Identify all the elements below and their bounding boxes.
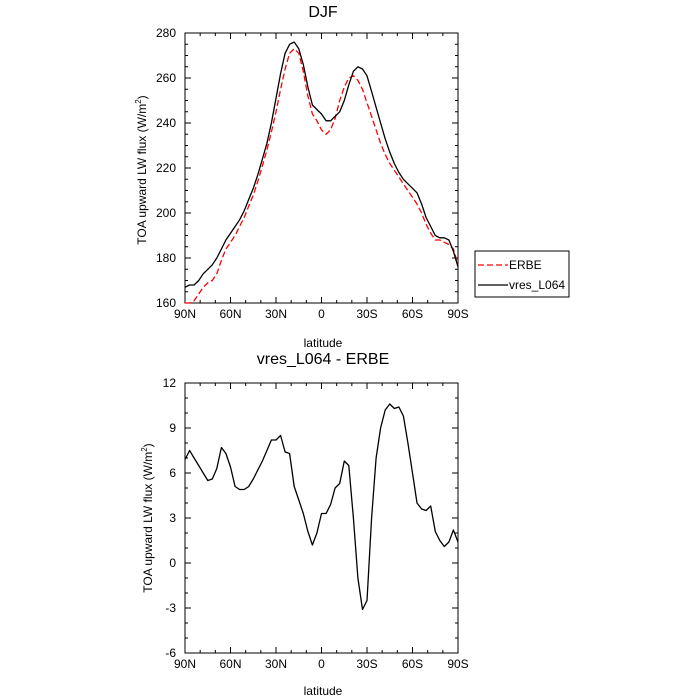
y-tick-label: 280: [156, 26, 176, 40]
chart-title: vres_L064 - ERBE: [257, 351, 390, 368]
y-tick-label: 3: [169, 511, 176, 525]
x-tick-label: 90S: [447, 307, 468, 321]
x-tick-label: 90N: [174, 307, 196, 321]
x-tick-label: 90S: [447, 657, 468, 671]
y-tick-label: 240: [156, 116, 176, 130]
y-axis-label-sup: 2: [140, 447, 149, 452]
y-tick-label: 260: [156, 71, 176, 85]
x-tick-label: 0: [318, 307, 325, 321]
y-tick-label: 12: [163, 376, 177, 390]
y-axis-label-main: TOA upward LW flux (W/m: [135, 104, 149, 245]
y-tick-label: 160: [156, 296, 176, 310]
x-axis-label: latitude: [304, 336, 343, 350]
x-tick-label: 60N: [219, 307, 241, 321]
legend-label-vres: vres_L064: [509, 278, 565, 292]
y-tick-label: 6: [169, 466, 176, 480]
y-axis-label-tail: ): [141, 443, 155, 447]
y-axis-label: TOA upward LW flux (W/m2): [140, 443, 155, 592]
x-tick-label: 90N: [174, 657, 196, 671]
legend-label-erbe: ERBE: [509, 258, 542, 272]
y-tick-label: -3: [165, 601, 176, 615]
y-tick-label: 220: [156, 161, 176, 175]
series-lines: [184, 403, 459, 611]
x-tick-label: 30S: [356, 307, 377, 321]
y-axis-label-sup: 2: [134, 99, 143, 104]
series-line-erbe: [185, 48, 459, 304]
series-lines: [184, 41, 459, 304]
x-tick-label: 60S: [402, 307, 423, 321]
x-tick-label: 60S: [402, 657, 423, 671]
series-line-difference: [184, 403, 459, 611]
x-tick-label: 30S: [356, 657, 377, 671]
y-tick-label: 0: [169, 556, 176, 570]
chart-title: DJF: [308, 4, 338, 21]
x-axis-label: latitude: [304, 684, 343, 698]
y-axis-label-main: TOA upward LW flux (W/m: [141, 452, 155, 593]
y-tick-label: -6: [165, 646, 176, 660]
y-tick-label: 9: [169, 421, 176, 435]
series-line-vres_l064: [184, 41, 459, 288]
x-tick-label: 0: [318, 657, 325, 671]
y-tick-label: 200: [156, 206, 176, 220]
axis-ticks: 90N 60N 30N 0 30S 60S 90S 160 180 200 220 240 260 280: [156, 26, 469, 321]
y-axis-label-tail: ): [135, 95, 149, 99]
x-tick-label: 60N: [219, 657, 241, 671]
y-axis-label: TOA upward LW flux (W/m2): [134, 95, 149, 244]
legend-box: [474, 250, 570, 298]
top-panel-djf: DJF 90N 60N 30N 0 30S 60S 90S 160 180 200 220 240 26…: [134, 4, 570, 350]
axis-ticks: 90N 60N 30N 0 30S 60S 90S -6 -3 0 3 6 9 12: [163, 376, 469, 671]
plot-frame: [184, 32, 459, 304]
y-tick-label: 180: [156, 251, 176, 265]
legend: ERBE vres_L064: [474, 250, 570, 298]
bottom-panel-difference: vres_L064 - ERBE 90N 60N 30N 0 30S 60S 90S -6 -3…: [140, 351, 469, 698]
x-tick-label: 30N: [265, 307, 287, 321]
plot-frame: [184, 382, 459, 654]
x-tick-label: 30N: [265, 657, 287, 671]
